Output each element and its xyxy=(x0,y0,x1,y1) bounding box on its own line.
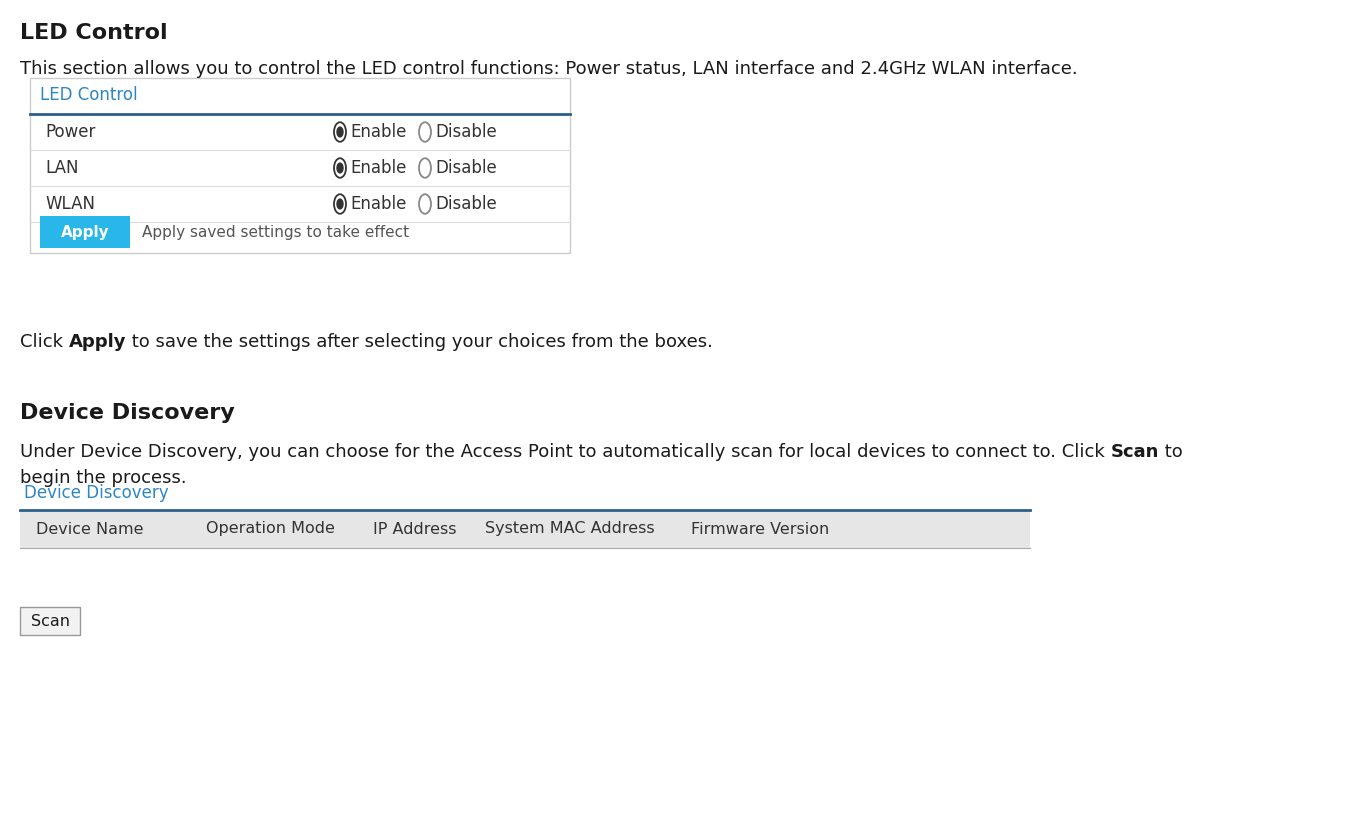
Text: IP Address: IP Address xyxy=(373,521,457,536)
Text: to save the settings after selecting your choices from the boxes.: to save the settings after selecting you… xyxy=(126,333,713,351)
Text: WLAN: WLAN xyxy=(45,195,95,213)
Text: Firmware Version: Firmware Version xyxy=(690,521,829,536)
FancyBboxPatch shape xyxy=(39,216,130,248)
Text: begin the process.: begin the process. xyxy=(20,469,187,487)
Text: Under Device Discovery, you can choose for the Access Point to automatically sca: Under Device Discovery, you can choose f… xyxy=(20,443,1111,461)
Text: to: to xyxy=(1159,443,1182,461)
Text: System MAC Address: System MAC Address xyxy=(485,521,655,536)
Text: Operation Mode: Operation Mode xyxy=(206,521,335,536)
Text: Device Discovery: Device Discovery xyxy=(24,484,168,502)
Ellipse shape xyxy=(338,163,343,173)
Text: Apply: Apply xyxy=(61,225,110,240)
Text: Disable: Disable xyxy=(435,159,496,177)
Text: Scan: Scan xyxy=(30,613,69,629)
Text: Apply saved settings to take effect: Apply saved settings to take effect xyxy=(142,225,410,240)
Ellipse shape xyxy=(338,199,343,209)
Text: This section allows you to control the LED control functions: Power status, LAN : This section allows you to control the L… xyxy=(20,60,1078,78)
Text: Scan: Scan xyxy=(1111,443,1159,461)
Text: Enable: Enable xyxy=(350,159,407,177)
FancyBboxPatch shape xyxy=(20,510,1031,548)
Text: Enable: Enable xyxy=(350,123,407,141)
Text: Enable: Enable xyxy=(350,195,407,213)
Text: Device Name: Device Name xyxy=(37,521,144,536)
Text: Disable: Disable xyxy=(435,195,496,213)
Text: Click: Click xyxy=(20,333,69,351)
Ellipse shape xyxy=(338,127,343,137)
Text: LED Control: LED Control xyxy=(20,23,168,43)
Text: Device Discovery: Device Discovery xyxy=(20,403,235,423)
Text: LAN: LAN xyxy=(45,159,79,177)
Text: Apply: Apply xyxy=(69,333,126,351)
Text: Disable: Disable xyxy=(435,123,496,141)
Text: Power: Power xyxy=(45,123,95,141)
FancyBboxPatch shape xyxy=(20,607,80,635)
FancyBboxPatch shape xyxy=(30,78,570,253)
Text: LED Control: LED Control xyxy=(39,86,137,104)
